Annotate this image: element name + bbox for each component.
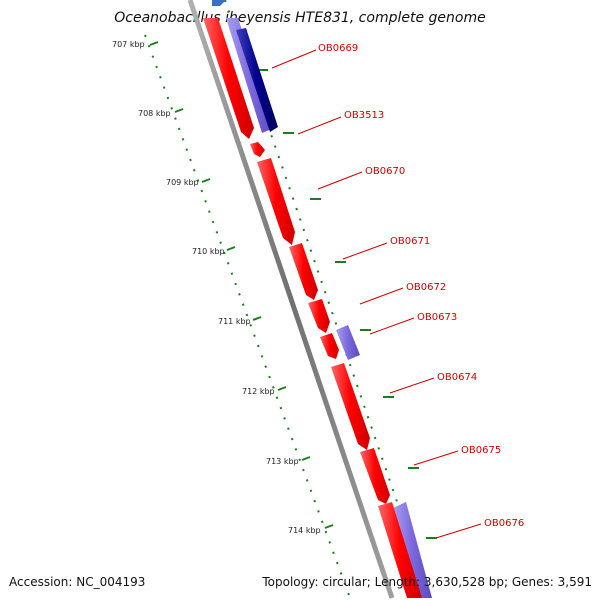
- gene-label-leader: [317, 171, 363, 190]
- gene-label-leader: [297, 116, 342, 135]
- gene-label-ob0673[interactable]: OB0673: [417, 312, 457, 323]
- tick-label: 714 kbp: [288, 526, 321, 535]
- gene-reverse-ob0673: [336, 325, 360, 360]
- genome-backbone: [187, 0, 395, 599]
- gene-label-ob0672[interactable]: OB0672: [406, 282, 446, 293]
- gene-forward-ob0676: [378, 502, 422, 598]
- accession-text: Accession: NC_004193: [9, 575, 145, 589]
- tick-label: 711 kbp: [218, 317, 251, 326]
- tick-mark-inner: [201, 178, 211, 183]
- tick-mark-inner: [149, 41, 159, 46]
- gene-label-leaders: [271, 49, 482, 539]
- gene-label-leader: [342, 242, 388, 260]
- gene-label-ob0671[interactable]: OB0671: [390, 236, 430, 247]
- tick-mark-inner: [301, 456, 311, 461]
- tick-mark-inner: [252, 316, 262, 321]
- gene-forward-ob0673: [320, 333, 339, 359]
- tick-label: 713 kbp: [266, 457, 299, 466]
- gene-label-leader: [389, 377, 435, 394]
- genome-summary-text: Topology: circular; Length: 3,630,528 bp…: [261, 575, 592, 589]
- gene-reverse-ob0676: [393, 502, 432, 598]
- gene-forward-ob0675: [360, 448, 390, 504]
- tick-label: 710 kbp: [192, 247, 225, 256]
- gene-labels: OB0669 OB3513 OB0670 OB0671 OB0672 OB067…: [318, 43, 524, 529]
- gene-forward-ob0672: [308, 299, 330, 333]
- tick-mark-inner: [174, 108, 184, 113]
- tick-label: 708 kbp: [138, 109, 171, 118]
- genome-title: Oceanobacillus iheyensis HTE831, complet…: [114, 10, 485, 26]
- gene-label-ob3513[interactable]: OB3513: [344, 110, 384, 121]
- gene-label-leader: [359, 287, 404, 305]
- gene-forward-ob0669: [203, 18, 254, 139]
- tick-label: 712 kbp: [242, 387, 275, 396]
- gene-label-ob0676[interactable]: OB0676: [484, 518, 524, 529]
- gene-label-leader: [369, 317, 415, 335]
- gene-label-leader: [271, 49, 317, 69]
- gene-forward-ob0674: [331, 363, 370, 450]
- tick-mark-inner: [277, 386, 287, 391]
- gene-reverse-ob3513-dark: [236, 28, 278, 132]
- gene-label-ob0675[interactable]: OB0675: [461, 445, 501, 456]
- gene-label-ob0674[interactable]: OB0674: [437, 372, 477, 383]
- gene-label-leader: [413, 450, 459, 466]
- gene-forward-ob0671: [289, 243, 318, 300]
- tick-marks: [257, 69, 437, 539]
- ruler-inner-track: [144, 34, 351, 599]
- gene-reverse-partial: [212, 0, 226, 6]
- tick-labels: 707 kbp 708 kbp 709 kbp 710 kbp 711 kbp …: [112, 40, 321, 535]
- gene-label-ob0669[interactable]: OB0669: [318, 43, 358, 54]
- tick-label: 709 kbp: [166, 178, 199, 187]
- gene-forward-ob3513: [250, 142, 265, 157]
- tick-mark-inner: [226, 246, 236, 251]
- tick-mark-inner: [324, 524, 334, 529]
- tick-label: 707 kbp: [112, 40, 145, 49]
- gene-label-leader: [435, 523, 482, 539]
- gene-forward-ob0670: [257, 158, 295, 245]
- gene-label-ob0670[interactable]: OB0670: [365, 166, 405, 177]
